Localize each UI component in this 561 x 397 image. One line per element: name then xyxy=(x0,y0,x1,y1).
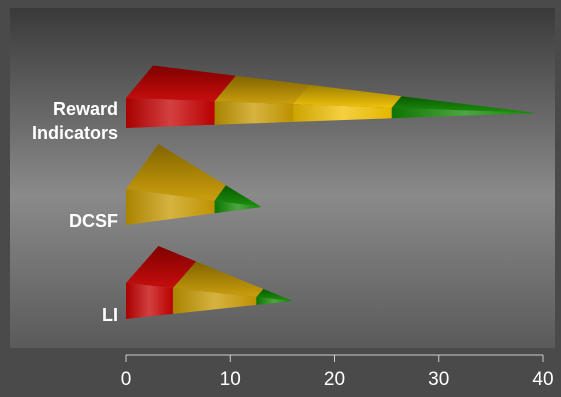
x-tick-label: 20 xyxy=(324,369,345,390)
x-tick-label: 0 xyxy=(121,369,132,390)
bar-segment xyxy=(214,101,293,125)
bar-segment-top xyxy=(391,96,538,113)
plot-background xyxy=(10,8,555,348)
bar-segment-top xyxy=(172,261,264,298)
bar-segment-top xyxy=(256,289,293,301)
bar-segment xyxy=(214,200,262,214)
bar-segment-top xyxy=(214,75,309,105)
bars-layer xyxy=(126,65,538,319)
x-axis: 0 10 20 30 40 xyxy=(121,354,554,390)
category-label: DCSF xyxy=(69,211,118,231)
bar-segment xyxy=(126,189,215,225)
bar-segment-top xyxy=(126,65,236,102)
x-tick-label: 10 xyxy=(220,369,241,390)
bar-segment-top xyxy=(126,144,226,201)
category-label: Indicators xyxy=(32,123,118,143)
x-tick-label: 40 xyxy=(532,369,553,390)
category-label: LI xyxy=(102,305,118,325)
bar-segment-top xyxy=(126,246,197,289)
bar-segment xyxy=(126,98,215,128)
category-label: Reward xyxy=(53,99,118,119)
bar-segment xyxy=(172,288,257,314)
x-tick-label: 30 xyxy=(428,369,449,390)
bar-segment xyxy=(292,104,392,122)
bar-segment-top xyxy=(292,84,402,108)
bar-segment xyxy=(391,107,538,119)
bar-segment xyxy=(126,283,173,319)
bar-segment xyxy=(256,297,293,305)
category-labels: Reward Indicators DCSF LI xyxy=(32,99,118,325)
bar-segment-top xyxy=(214,185,262,207)
